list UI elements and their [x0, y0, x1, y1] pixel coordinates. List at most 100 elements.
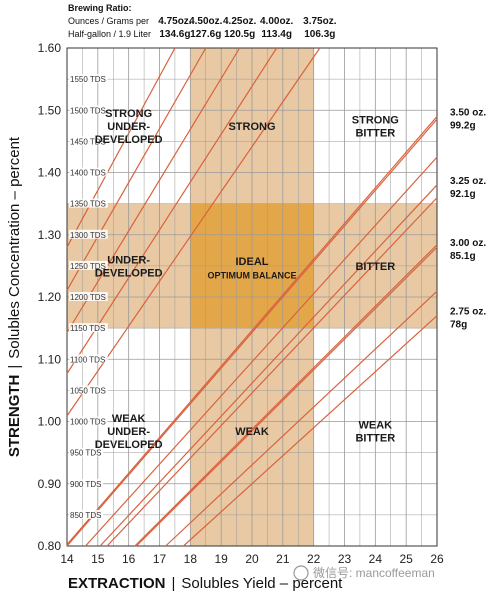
ratio-line [85, 156, 438, 547]
ratio-line [135, 246, 438, 547]
tds-label: 1250 TDS [70, 262, 106, 271]
tds-label: 1050 TDS [70, 386, 106, 395]
region-label: WEAK [359, 419, 393, 431]
x-tick-label: 20 [245, 552, 259, 566]
ratio-label-ounces: 3.75oz. [303, 16, 337, 27]
brewing-ratio-line1: Ounces / Grams per [68, 16, 149, 26]
ratio-label-grams: 113.4g [261, 29, 292, 40]
ratio-line [106, 197, 438, 547]
region-label: BITTER [355, 432, 395, 444]
ratio-line [134, 244, 438, 547]
tds-label-bg [69, 136, 108, 146]
x-tick-label: 21 [276, 552, 290, 566]
ratio-label-grams: 85.1g [450, 251, 476, 262]
tds-label: 900 TDS [70, 480, 101, 489]
region-label: UNDER- [107, 426, 150, 438]
y-tick-label: 1.50 [38, 103, 62, 117]
region-label: STRONG [228, 121, 275, 133]
x-tick-label: 23 [338, 552, 352, 566]
ratio-line [66, 118, 438, 547]
region-label: DEVELOPED [95, 267, 163, 279]
tds-label: 1300 TDS [70, 231, 106, 240]
tds-label-bg [69, 74, 108, 84]
ratio-line [66, 47, 321, 417]
tds-label: 1400 TDS [70, 169, 106, 178]
x-tick-label: 24 [369, 552, 383, 566]
x-tick-label: 14 [60, 552, 74, 566]
ratio-line [66, 47, 278, 374]
ratio-label-grams: 134.6g [159, 29, 190, 40]
y-tick-label: 0.90 [38, 477, 62, 491]
y-tick-label: 1.10 [38, 352, 62, 366]
ratio-label-ounces: 3.25 oz. [450, 176, 486, 187]
tds-label-bg [69, 229, 108, 239]
x-tick-label: 25 [399, 552, 413, 566]
y-tick-label: 1.60 [38, 41, 62, 55]
tds-label-bg [69, 198, 108, 208]
tds-label: 1450 TDS [70, 137, 106, 146]
ratio-label-ounces: 4.00oz. [260, 16, 294, 27]
region-label: UNDER- [107, 254, 150, 266]
tds-label-bg [69, 323, 108, 333]
wechat-icon [293, 565, 309, 581]
tds-label: 950 TDS [70, 449, 101, 458]
region-label: OPTIMUM BALANCE [208, 271, 297, 281]
tds-label-bg [69, 260, 108, 270]
ratio-line [66, 47, 241, 333]
x-axis-title-bold: EXTRACTION [68, 575, 166, 592]
tds-label-bg [69, 509, 104, 519]
ratio-label-ounces: 4.50oz. [189, 16, 223, 27]
ratio-line [165, 290, 438, 547]
x-tick-label: 26 [430, 552, 444, 566]
region-label: WEAK [112, 413, 146, 425]
tds-label: 850 TDS [70, 511, 101, 520]
y-tick-label: 1.00 [38, 415, 62, 429]
y-tick-label: 0.80 [38, 539, 62, 553]
ratio-label-ounces: 3.50 oz. [450, 107, 486, 118]
brewing-ratio-line2: Half-gallon / 1.9 Liter [68, 29, 151, 39]
ratio-label-grams: 92.1g [450, 189, 476, 200]
region-label: IDEAL [236, 256, 269, 268]
tds-label-bg [69, 105, 108, 115]
ratio-line [183, 315, 438, 547]
y-tick-label: 1.30 [38, 228, 62, 242]
x-tick-label: 15 [91, 552, 105, 566]
ratio-line [66, 116, 438, 545]
ratio-line [66, 47, 176, 248]
x-tick-label: 22 [307, 552, 321, 566]
x-tick-label: 16 [122, 552, 136, 566]
tds-label-bg [69, 478, 104, 488]
tds-label: 1000 TDS [70, 418, 106, 427]
tds-label-bg [69, 416, 108, 426]
y-axis-title: STRENGTH | Solubles Concentration – percen… [6, 136, 23, 457]
x-axis-title: EXTRACTION | Solubles Yield – percent [68, 575, 343, 592]
tds-label: 1550 TDS [70, 75, 106, 84]
tds-label: 1100 TDS [70, 355, 105, 364]
brewing-ratio-title: Brewing Ratio: [68, 3, 132, 13]
x-tick-label: 18 [184, 552, 198, 566]
ratio-lines-layer [66, 47, 438, 547]
watermark-text: 微信号: mancoffeeman [313, 566, 435, 580]
tds-label-bg [69, 385, 108, 395]
y-tick-label: 1.40 [38, 166, 62, 180]
region-label: STRONG [352, 114, 399, 126]
ratio-label-grams: 99.2g [450, 120, 476, 131]
tds-label: 1150 TDS [70, 324, 105, 333]
region-label: BITTER [355, 127, 395, 139]
ratio-label-ounces: 2.75 oz. [450, 307, 486, 318]
y-tick-label: 1.20 [38, 290, 62, 304]
ratio-label-ounces: 4.25oz. [223, 16, 257, 27]
tds-label: 1350 TDS [70, 200, 106, 209]
tds-label-bg [69, 447, 104, 457]
region-label: BITTER [355, 261, 395, 273]
labels-layer: 0.80 0.90 1.00 1.10 1.20 1.30 1.40 1.50 1.60 14 15… [6, 3, 486, 592]
ratio-label-ounces: 4.75oz. [158, 16, 192, 27]
ratio-label-ounces: 3.00 oz. [450, 238, 486, 249]
region-label: UNDER- [107, 121, 150, 133]
ratio-line [66, 47, 207, 291]
ratio-line [99, 184, 438, 547]
region-label: DEVELOPED [95, 439, 163, 451]
x-tick-label: 17 [153, 552, 167, 566]
tds-label-bg [69, 354, 108, 364]
